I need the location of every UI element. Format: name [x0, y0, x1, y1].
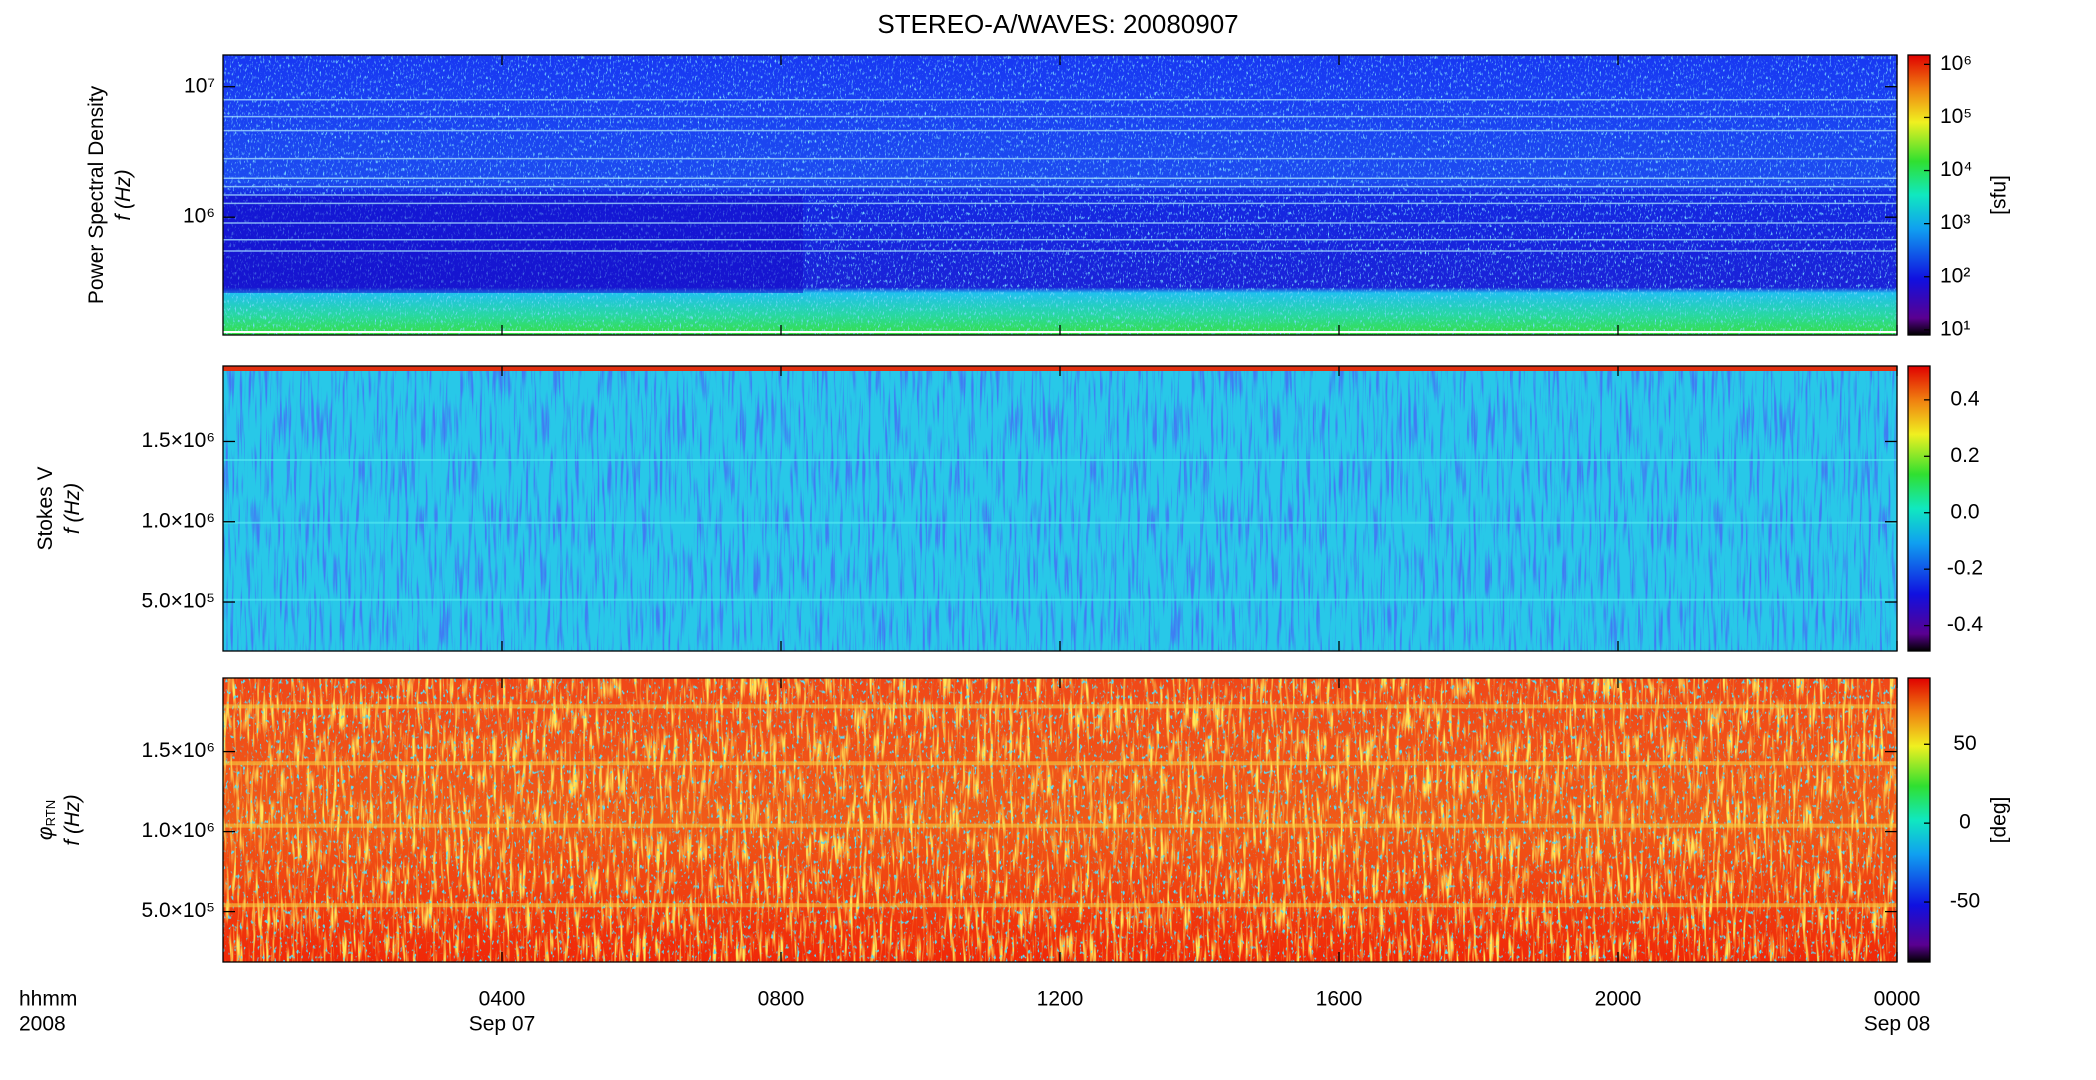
colorbar: [1908, 678, 1930, 962]
x-date-label: Sep 07: [469, 1013, 536, 1036]
colorbar-label: [deg]: [1988, 797, 2011, 844]
spectrogram: [223, 678, 1897, 962]
corner-label: hhmm: [19, 988, 77, 1011]
y-axis-label: Power Spectral Density: [85, 85, 108, 304]
colorbar-label: [sfu]: [1988, 175, 2011, 215]
y-axis-label: Stokes V: [34, 466, 57, 550]
x-tick-label: 2000: [1595, 988, 1642, 1011]
colorbar-tick-label: 0.2: [1950, 444, 1979, 467]
colorbar-frame: [1907, 677, 1931, 963]
y-tick-label: 10⁷: [184, 74, 215, 97]
x-date-label: Sep 08: [1864, 1013, 1931, 1036]
y-axis-label: f (Hz): [112, 169, 135, 220]
spectrogram: [223, 366, 1897, 651]
colorbar-tick-label: 0.4: [1950, 387, 1980, 410]
y-axis-label: f (Hz): [61, 483, 84, 534]
y-axis-label: φRTN: [34, 800, 59, 840]
spectrogram-texture: [223, 366, 1897, 651]
colorbar-tick-label: 10⁴: [1940, 158, 1972, 181]
y-tick-label: 1.5×10⁶: [142, 429, 215, 452]
x-tick-label: 0400: [479, 988, 526, 1011]
colorbar-tick-label: 10⁵: [1940, 105, 1972, 128]
colorbar-tick-label: -50: [1950, 890, 1980, 913]
x-tick-label: 0800: [758, 988, 805, 1011]
y-tick-label: 1.0×10⁶: [142, 509, 215, 532]
y-tick-label: 1.5×10⁶: [142, 739, 215, 762]
colorbar: [1908, 366, 1930, 651]
colorbar-tick-label: 50: [1953, 732, 1976, 755]
y-axis-label: f (Hz): [61, 794, 84, 845]
x-tick-label: 1600: [1316, 988, 1363, 1011]
colorbar: [1908, 55, 1930, 335]
colorbar-tick-label: -0.4: [1947, 613, 1984, 636]
colorbar-frame: [1907, 365, 1931, 652]
spectrogram-texture: [223, 678, 1897, 962]
colorbar-tick-label: 0.0: [1950, 500, 1979, 523]
y-tick-label: 5.0×10⁵: [141, 590, 215, 613]
corner-label: 2008: [19, 1013, 66, 1036]
colorbar-tick-label: 10¹: [1940, 317, 1970, 340]
colorbar-tick-label: 10²: [1940, 264, 1970, 287]
colorbar-tick-label: 0: [1959, 811, 1971, 834]
colorbar-frame: [1907, 54, 1931, 336]
x-tick-label: 0000: [1874, 988, 1921, 1011]
colorbar-tick-label: 10³: [1940, 211, 1970, 234]
chart-title: STEREO-A/WAVES: 20080907: [877, 9, 1238, 39]
y-tick-label: 1.0×10⁶: [142, 819, 215, 842]
x-tick-label: 1200: [1037, 988, 1084, 1011]
y-tick-label: 10⁶: [183, 205, 215, 228]
spectrogram-region: [223, 195, 803, 293]
colorbar-tick-label: 10⁶: [1940, 52, 1972, 75]
colorbar-tick-label: -0.2: [1947, 557, 1983, 580]
y-tick-label: 5.0×10⁵: [141, 899, 215, 922]
spectrogram: [223, 55, 1897, 335]
